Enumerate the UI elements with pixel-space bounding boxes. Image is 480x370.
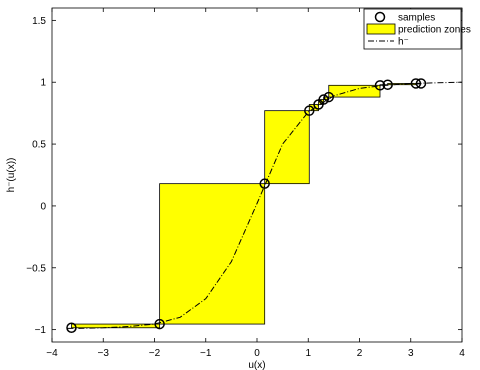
sample-point-0 [66,322,77,334]
sample-point-10 [415,78,427,89]
y-tick-label: 1.5 [32,16,46,27]
x-tick-label: 0 [254,348,260,359]
samples-layer [66,78,427,334]
prediction-zone-1 [159,183,266,325]
legend: samples prediction zones h⁻ [363,8,471,50]
x-tick-label: 1 [305,348,311,359]
y-tick-label: 0.5 [32,140,46,151]
sample-point-8 [382,79,393,90]
sample-point-3 [304,105,315,116]
x-tick-label: 4 [459,348,465,359]
sample-point-5 [318,94,329,105]
x-tick-label: −2 [149,348,161,359]
prediction-zone-2 [264,110,310,185]
sample-point-6 [323,91,334,103]
prediction-zone-0 [71,323,161,329]
x-tick-label: −3 [98,348,110,359]
sample-point-1 [154,318,165,330]
y-tick-label: 0 [40,201,46,212]
prediction-zone-6 [328,84,381,98]
legend-zones-swatch [366,23,396,35]
x-axis-label: u(x) [248,360,265,370]
prediction-zones [71,83,422,329]
legend-samples-label: samples [398,13,435,24]
sample-point-2 [259,178,270,189]
sample-point-7 [374,80,386,91]
legend-samples-marker [374,11,386,23]
h-inverse-curve-layer [67,81,463,329]
sample-point-9 [410,78,422,89]
x-tick-label: 3 [408,348,414,359]
x-tick-label: −4 [46,348,58,359]
x-tick-label: 2 [357,348,363,359]
y-tick-label: −0.5 [26,263,46,274]
x-tick-label: −1 [200,348,212,359]
y-tick-label: −1 [35,325,47,336]
h-inverse-curve [67,81,463,329]
legend-curve-label: h⁻ [398,37,409,48]
y-axis-label: h⁻(u(x)) [6,158,17,193]
axis-ticks: −4 −3 −2 −1 0 1 2 3 4 −1 −0.5 0 0.5 1 1.5 [26,8,465,359]
legend-zones-label: prediction zones [398,25,471,36]
y-tick-label: 1 [40,78,46,89]
prediction-zone-5 [323,96,330,100]
